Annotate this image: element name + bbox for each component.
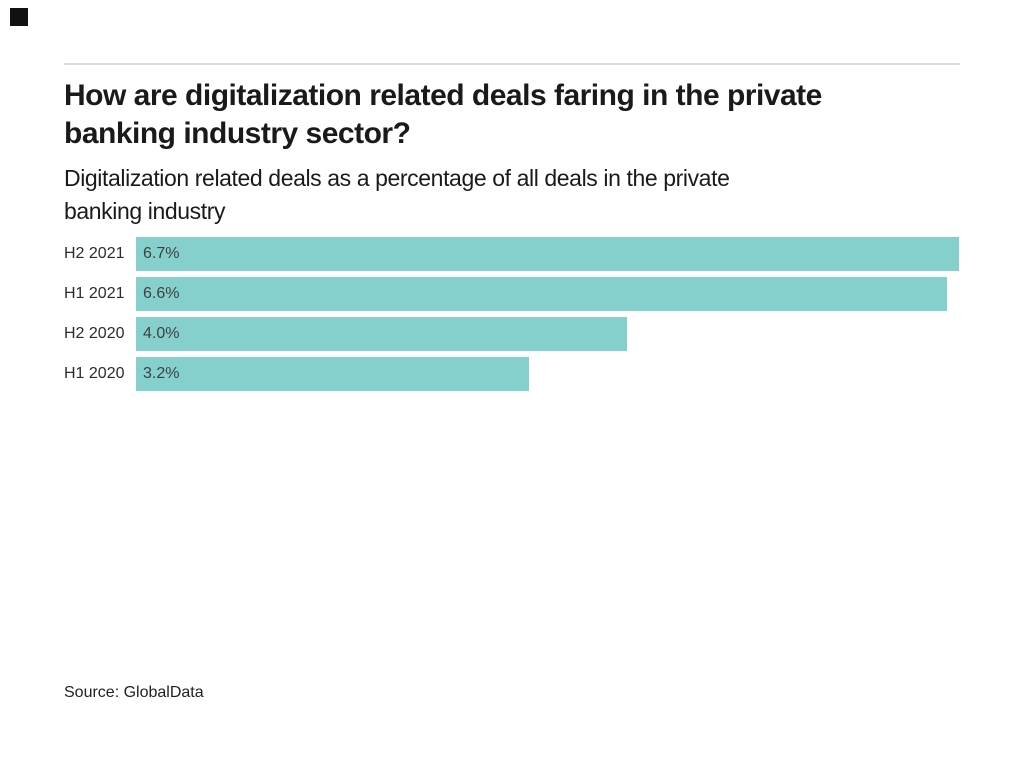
chart-subtitle-line-2: banking industry (64, 198, 226, 224)
bar: 6.6% (136, 277, 947, 311)
chart-title-line-1: How are digitalization related deals far… (64, 79, 822, 112)
bar-row: H2 2020 4.0% (0, 317, 1024, 351)
bar: 4.0% (136, 317, 627, 351)
bar: 3.2% (136, 357, 529, 391)
chart-subtitle-line-1: Digitalization related deals as a percen… (64, 165, 730, 191)
bar-chart: H2 2021 6.7% H1 2021 6.6% H2 2020 4.0% H1 2020… (0, 237, 1024, 397)
bar-row: H1 2020 3.2% (0, 357, 1024, 391)
source-label: Source: GlobalData (64, 684, 204, 701)
chart-title: How are digitalization related deals far… (64, 77, 822, 153)
bar-value-label: 4.0% (143, 325, 180, 342)
bar-category-label: H1 2021 (64, 285, 125, 302)
bar-row: H1 2021 6.6% (0, 277, 1024, 311)
bar-category-label: H2 2021 (64, 245, 125, 262)
bar: 6.7% (136, 237, 959, 271)
bar-value-label: 3.2% (143, 365, 180, 382)
bar-value-label: 6.6% (143, 285, 180, 302)
bar-value-label: 6.7% (143, 245, 180, 262)
chart-subtitle: Digitalization related deals as a percen… (64, 162, 730, 228)
bar-category-label: H2 2020 (64, 325, 125, 342)
header-divider (64, 63, 960, 65)
chart-title-line-2: banking industry sector? (64, 117, 411, 150)
bar-category-label: H1 2020 (64, 365, 125, 382)
brand-logo-square (10, 8, 28, 26)
bar-row: H2 2021 6.7% (0, 237, 1024, 271)
